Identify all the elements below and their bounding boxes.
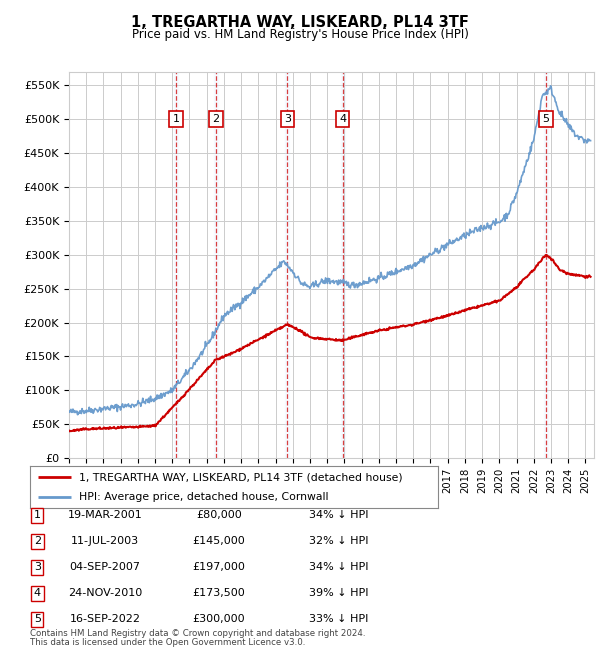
Text: 39% ↓ HPI: 39% ↓ HPI [309,588,368,599]
Text: £300,000: £300,000 [193,614,245,625]
Text: 34% ↓ HPI: 34% ↓ HPI [309,562,368,573]
Text: 4: 4 [339,114,346,124]
Text: 1: 1 [172,114,179,124]
Text: 5: 5 [34,614,41,625]
Text: Contains HM Land Registry data © Crown copyright and database right 2024.: Contains HM Land Registry data © Crown c… [30,629,365,638]
Text: HPI: Average price, detached house, Cornwall: HPI: Average price, detached house, Corn… [79,492,328,502]
Bar [214,72,218,458]
Text: £145,000: £145,000 [193,536,245,547]
Bar [544,72,548,458]
Text: 1: 1 [34,510,41,521]
Text: 32% ↓ HPI: 32% ↓ HPI [309,536,368,547]
Text: 24-NOV-2010: 24-NOV-2010 [68,588,142,599]
Text: 3: 3 [284,114,291,124]
Text: 11-JUL-2003: 11-JUL-2003 [71,536,139,547]
Bar [174,72,178,458]
Text: 16-SEP-2022: 16-SEP-2022 [70,614,140,625]
Bar [285,72,289,458]
Text: £197,000: £197,000 [193,562,245,573]
Text: 19-MAR-2001: 19-MAR-2001 [68,510,142,521]
Text: 33% ↓ HPI: 33% ↓ HPI [309,614,368,625]
Text: 2: 2 [34,536,41,547]
Text: 2: 2 [212,114,220,124]
Text: 1, TREGARTHA WAY, LISKEARD, PL14 3TF (detached house): 1, TREGARTHA WAY, LISKEARD, PL14 3TF (de… [79,473,403,482]
Text: 1, TREGARTHA WAY, LISKEARD, PL14 3TF: 1, TREGARTHA WAY, LISKEARD, PL14 3TF [131,15,469,30]
Text: 3: 3 [34,562,41,573]
Text: 4: 4 [34,588,41,599]
Bar [341,72,345,458]
Text: Price paid vs. HM Land Registry's House Price Index (HPI): Price paid vs. HM Land Registry's House … [131,28,469,41]
Text: £173,500: £173,500 [193,588,245,599]
Text: This data is licensed under the Open Government Licence v3.0.: This data is licensed under the Open Gov… [30,638,305,647]
Text: 34% ↓ HPI: 34% ↓ HPI [309,510,368,521]
Text: 04-SEP-2007: 04-SEP-2007 [70,562,140,573]
Text: 5: 5 [542,114,550,124]
Text: £80,000: £80,000 [196,510,242,521]
